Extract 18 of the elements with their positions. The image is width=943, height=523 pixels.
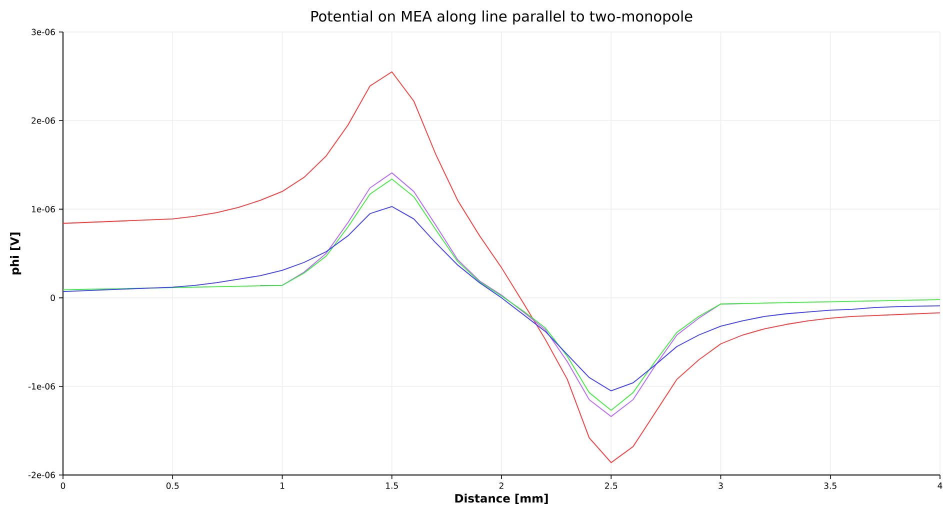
x-tick-label: 0: [60, 482, 66, 489]
y-axis-title: phi [V]: [10, 232, 22, 274]
x-tick-label: 4: [938, 482, 942, 489]
x-tick-label: 0.5: [166, 482, 179, 489]
y-tick-label: 3e-06: [32, 28, 55, 36]
y-tick-label: 1e-06: [32, 206, 55, 212]
y-tick-label: -2e-06: [28, 472, 55, 478]
y-tick-label: 0: [50, 294, 55, 302]
y-tick-label: 2e-06: [32, 117, 55, 124]
x-tick-label: 2: [499, 482, 504, 489]
chart-title: Potential on MEA along line parallel to two-monopole: [312, 10, 692, 24]
x-tick-label: 1: [280, 482, 284, 489]
x-axis-title: Distance [mm]: [455, 494, 548, 504]
y-tick-label: -1e-06: [28, 383, 55, 390]
x-tick-label: 1.5: [386, 482, 398, 489]
x-tick-label: 3: [718, 482, 723, 489]
x-tick-label: 2.5: [605, 482, 618, 489]
x-tick-label: 3.5: [824, 482, 836, 489]
